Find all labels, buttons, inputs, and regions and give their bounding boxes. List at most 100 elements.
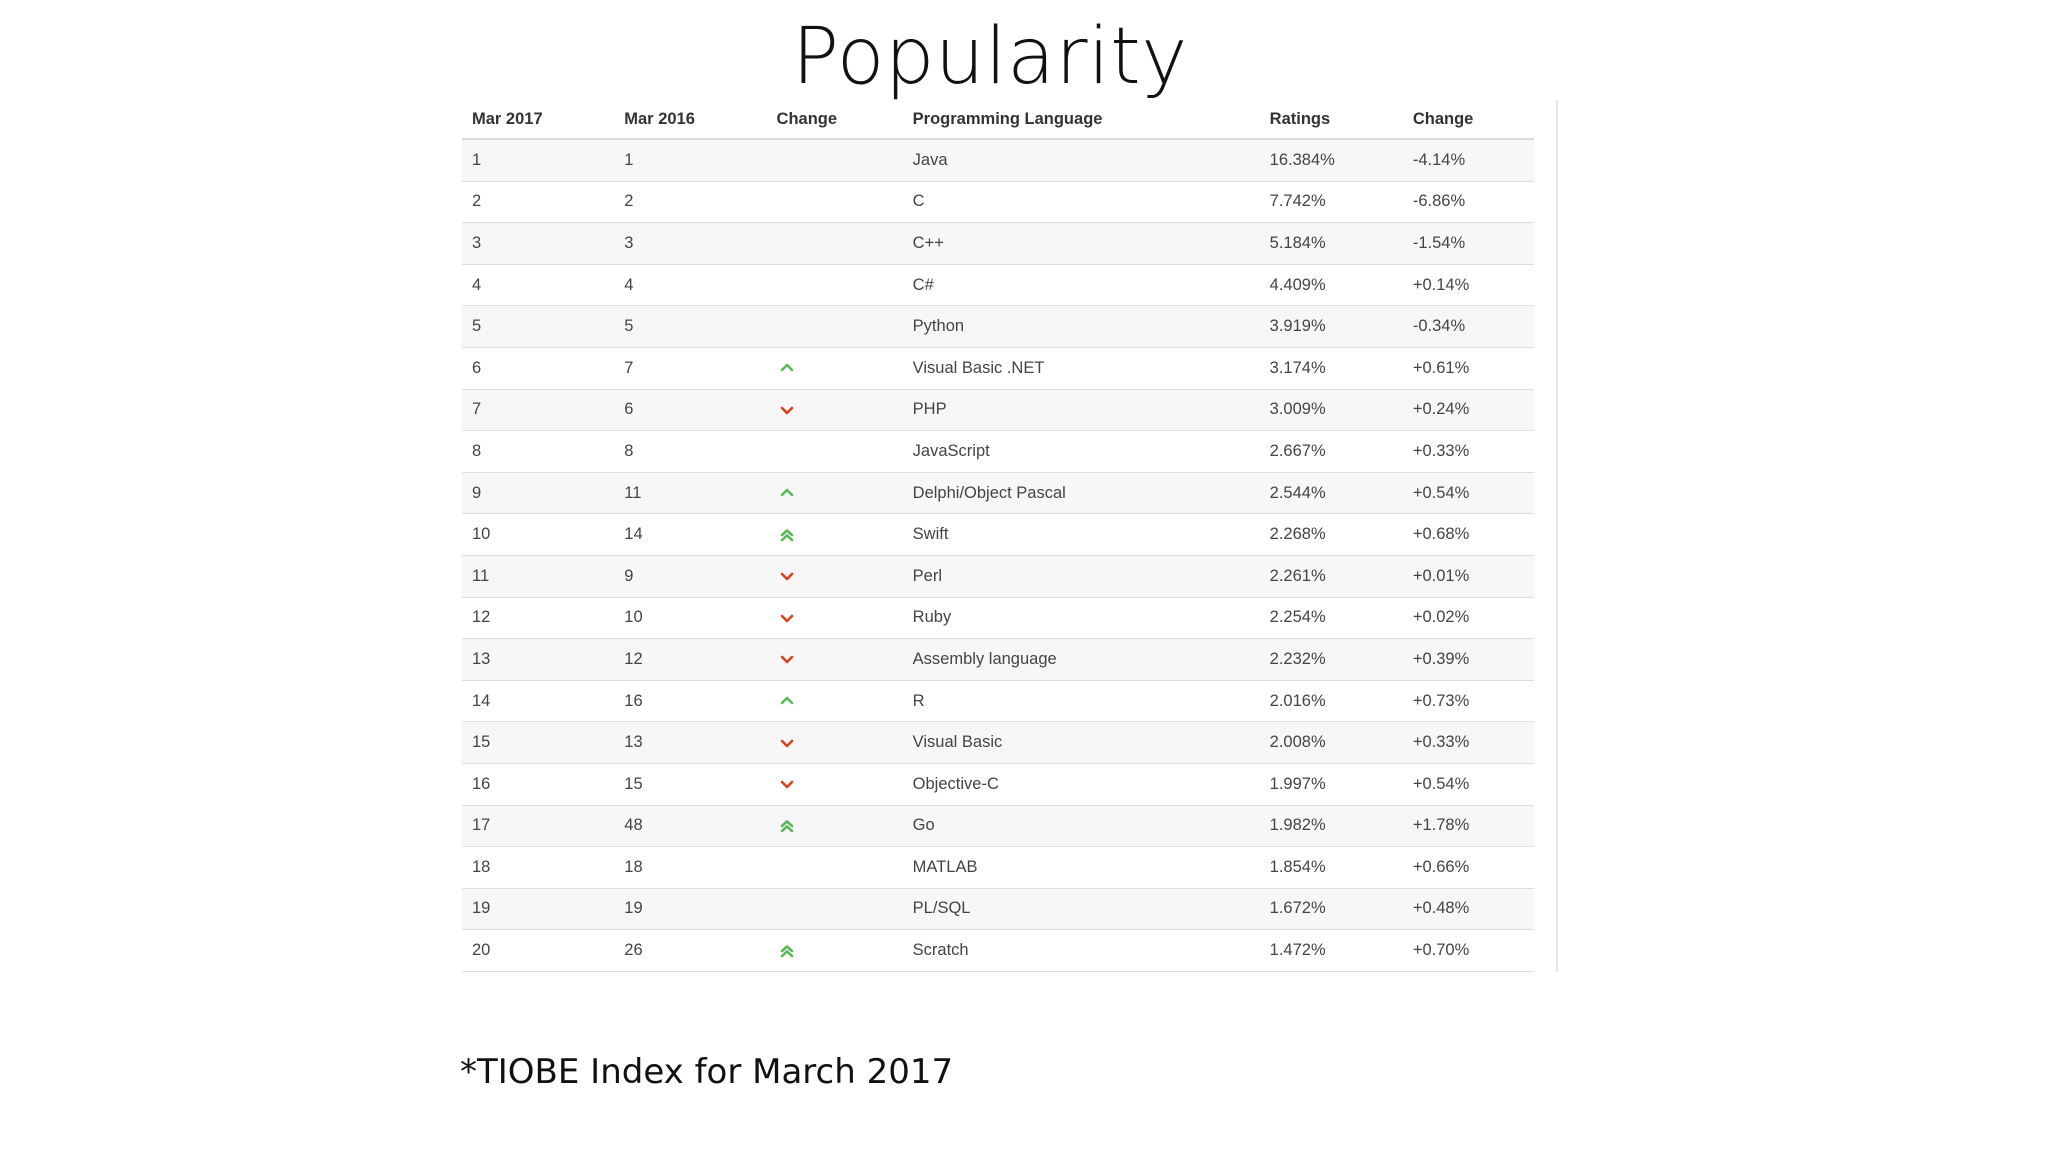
trend-cell bbox=[766, 929, 903, 972]
language-cell: Assembly language bbox=[902, 638, 1260, 681]
language-cell: C# bbox=[902, 264, 1260, 307]
trend-cell bbox=[766, 680, 903, 723]
rank-2017-cell: 12 bbox=[462, 597, 615, 640]
header-change-rating: Change bbox=[1402, 100, 1534, 140]
rating-cell: 2.254% bbox=[1259, 597, 1403, 640]
table-row: 8 8 JavaScript 2.667% +0.33% bbox=[462, 430, 1534, 473]
chevron-up-icon bbox=[780, 696, 793, 705]
trend-cell bbox=[766, 472, 903, 515]
trend-cell bbox=[766, 222, 903, 265]
rating-cell: 7.742% bbox=[1259, 181, 1403, 224]
header-ratings: Ratings bbox=[1259, 100, 1403, 140]
table-row: 15 13 Visual Basic 2.008% +0.33% bbox=[462, 721, 1534, 764]
rating-cell: 16.384% bbox=[1259, 139, 1403, 182]
language-cell: JavaScript bbox=[902, 430, 1260, 473]
rank-2016-cell: 8 bbox=[614, 430, 767, 473]
rank-2017-cell: 11 bbox=[462, 555, 615, 598]
rank-2016-cell: 12 bbox=[614, 638, 767, 681]
trend-cell bbox=[766, 805, 903, 848]
rank-2016-cell: 16 bbox=[614, 680, 767, 723]
rank-2016-cell: 14 bbox=[614, 513, 767, 556]
header-mar-2016: Mar 2016 bbox=[614, 100, 767, 140]
trend-cell bbox=[766, 264, 903, 307]
table-row: 3 3 C++ 5.184% -1.54% bbox=[462, 222, 1534, 265]
language-cell: Visual Basic .NET bbox=[902, 347, 1260, 390]
rating-cell: 1.854% bbox=[1259, 846, 1403, 889]
rank-2016-cell: 6 bbox=[614, 389, 767, 432]
rank-2016-cell: 5 bbox=[614, 305, 767, 348]
rank-2016-cell: 1 bbox=[614, 139, 767, 182]
rank-2016-cell: 7 bbox=[614, 347, 767, 390]
chevron-down-icon bbox=[780, 572, 793, 581]
rating-change-cell: +0.54% bbox=[1402, 763, 1534, 806]
chevron-down-icon bbox=[780, 780, 793, 789]
rank-2017-cell: 4 bbox=[462, 264, 615, 307]
table-row: 9 11 Delphi/Object Pascal 2.544% +0.54% bbox=[462, 472, 1534, 515]
chevron-down-icon bbox=[780, 656, 793, 664]
rank-2017-cell: 7 bbox=[462, 389, 615, 432]
trend-cell bbox=[766, 513, 903, 556]
language-cell: Java bbox=[902, 139, 1260, 182]
rating-change-cell: +0.24% bbox=[1402, 389, 1534, 432]
rank-2017-cell: 9 bbox=[462, 472, 615, 515]
table-row: 14 16 R 2.016% +0.73% bbox=[462, 680, 1534, 723]
language-cell: Swift bbox=[902, 513, 1260, 556]
language-cell: Perl bbox=[902, 555, 1260, 598]
trend-cell bbox=[766, 888, 903, 931]
rating-cell: 3.174% bbox=[1259, 347, 1403, 390]
rating-change-cell: +0.61% bbox=[1402, 347, 1534, 390]
rating-cell: 1.672% bbox=[1259, 888, 1403, 931]
chevron-down-icon bbox=[780, 406, 793, 415]
trend-cell bbox=[766, 347, 903, 390]
trend-cell bbox=[766, 430, 903, 473]
rank-2017-cell: 20 bbox=[462, 929, 615, 972]
table-row: 13 12 Assembly language 2.232% +0.39% bbox=[462, 638, 1534, 681]
trend-cell bbox=[766, 555, 903, 598]
header-language: Programming Language bbox=[902, 100, 1260, 140]
ranking-table: Mar 2017 Mar 2016 Change Programming Lan… bbox=[462, 100, 1534, 972]
language-cell: MATLAB bbox=[902, 846, 1260, 889]
rating-cell: 2.544% bbox=[1259, 472, 1403, 515]
table-row: 5 5 Python 3.919% -0.34% bbox=[462, 305, 1534, 348]
rank-2017-cell: 2 bbox=[462, 181, 615, 224]
slide-title: Popularity bbox=[792, 12, 1188, 102]
rating-change-cell: +0.14% bbox=[1402, 264, 1534, 307]
rating-change-cell: -0.34% bbox=[1402, 305, 1534, 348]
rank-2016-cell: 18 bbox=[614, 846, 767, 889]
rank-2016-cell: 3 bbox=[614, 222, 767, 265]
language-cell: Scratch bbox=[902, 929, 1260, 972]
rank-2016-cell: 9 bbox=[614, 555, 767, 598]
rating-cell: 2.008% bbox=[1259, 721, 1403, 764]
rating-change-cell: +0.70% bbox=[1402, 929, 1534, 972]
language-cell: Go bbox=[902, 805, 1260, 848]
rank-2017-cell: 15 bbox=[462, 721, 615, 764]
rating-change-cell: -6.86% bbox=[1402, 181, 1534, 224]
footnote: *TIOBE Index for March 2017 bbox=[460, 1052, 954, 1092]
rank-2016-cell: 10 bbox=[614, 597, 767, 640]
language-cell: Visual Basic bbox=[902, 721, 1260, 764]
header-mar-2017: Mar 2017 bbox=[462, 100, 615, 140]
rank-2016-cell: 13 bbox=[614, 721, 767, 764]
trend-cell bbox=[766, 139, 903, 182]
language-cell: Ruby bbox=[902, 597, 1260, 640]
rank-2016-cell: 48 bbox=[614, 805, 767, 848]
rating-change-cell: +0.39% bbox=[1402, 638, 1534, 681]
ranking-table-container: Mar 2017 Mar 2016 Change Programming Lan… bbox=[462, 100, 1558, 972]
rank-2017-cell: 8 bbox=[462, 430, 615, 473]
rating-cell: 3.919% bbox=[1259, 305, 1403, 348]
table-row: 6 7 Visual Basic .NET 3.174% +0.61% bbox=[462, 347, 1534, 390]
rank-2016-cell: 15 bbox=[614, 763, 767, 806]
rank-2017-cell: 6 bbox=[462, 347, 615, 390]
rank-2016-cell: 2 bbox=[614, 181, 767, 224]
trend-cell bbox=[766, 389, 903, 432]
header-change-rank: Change bbox=[766, 100, 903, 140]
table-row: 16 15 Objective-C 1.997% +0.54% bbox=[462, 763, 1534, 806]
trend-cell bbox=[766, 305, 903, 348]
language-cell: C++ bbox=[902, 222, 1260, 265]
rating-cell: 3.009% bbox=[1259, 389, 1403, 432]
trend-cell bbox=[766, 721, 903, 764]
trend-cell bbox=[766, 597, 903, 640]
table-row: 2 2 C 7.742% -6.86% bbox=[462, 181, 1534, 224]
rank-2017-cell: 5 bbox=[462, 305, 615, 348]
table-row: 1 1 Java 16.384% -4.14% bbox=[462, 139, 1534, 182]
